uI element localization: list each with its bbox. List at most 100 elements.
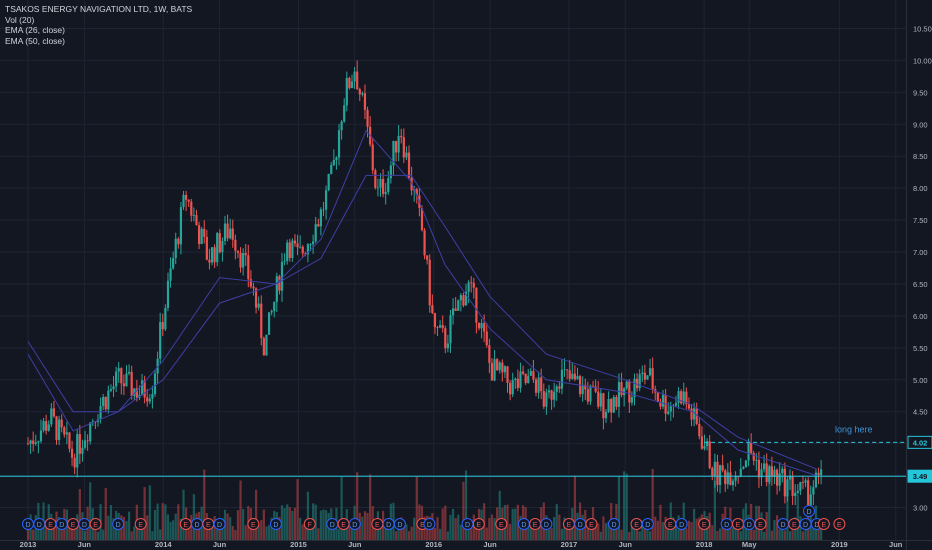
event-marker-label: D [465,522,470,529]
candle-body [400,135,403,138]
event-marker-label: D [803,522,808,529]
event-marker-label: E [533,522,538,529]
candle-body [537,377,540,393]
volume-bar [127,511,131,540]
candle-body [563,369,566,371]
earnings-marker[interactable] [89,518,102,530]
candle-body [690,408,693,420]
earnings-marker[interactable] [303,518,316,530]
candle-body [566,369,569,371]
candle-body [433,313,437,328]
volume-bar [817,527,820,540]
volume-bar [690,522,693,540]
candle-body [234,239,237,251]
candle-body [236,250,240,253]
candle-body [169,268,172,281]
candles [26,60,823,516]
dividend-marker[interactable] [348,518,361,530]
dividend-marker[interactable] [393,518,406,530]
candle-body [252,286,255,289]
event-marker-label: E [206,522,211,529]
volume-bar [612,525,615,540]
volume-bar [516,504,519,540]
dividend-marker[interactable] [112,518,125,530]
dividend-marker[interactable] [423,518,436,530]
candle-body [643,372,646,380]
event-marker-label: E [589,522,594,529]
candle-body [708,441,711,469]
candle-body [674,402,678,406]
volume-bar [172,520,175,540]
volume-bar [451,508,455,540]
candle-body [558,386,561,389]
event-marker-label: E [499,522,504,529]
candle-body [394,141,398,153]
earnings-marker[interactable] [817,518,830,530]
earnings-marker[interactable] [585,518,598,530]
earnings-marker[interactable] [134,518,147,530]
candle-body [677,391,680,403]
volume-bar [94,529,97,540]
candle-body [52,408,56,417]
candle-body [291,240,294,258]
candle-body [322,209,325,211]
dividend-marker[interactable] [540,518,553,530]
candle-body [470,282,473,284]
candle-body [83,440,87,448]
candle-body [814,472,818,488]
dividend-marker[interactable] [641,518,654,530]
dividend-marker[interactable] [675,518,688,530]
earnings-marker[interactable] [833,518,846,530]
volume-bar [444,505,447,540]
volume-bar [231,525,234,540]
candle-body [239,252,242,268]
earnings-marker[interactable] [247,518,260,530]
event-marker-label: D [806,509,811,516]
event-marker-label: E [183,522,188,529]
candle-body [775,469,779,486]
volume-bar [573,475,576,540]
candle-body [457,300,460,311]
dividend-marker[interactable] [269,518,282,530]
candle-body [381,178,385,194]
candle-body [397,135,400,153]
candle-body [205,236,208,260]
candle-body [711,468,714,477]
volume-bar [763,531,766,540]
candle-body [597,391,600,407]
volume-bar [698,517,701,540]
volume-bar [695,518,698,540]
volume-bar [293,507,297,540]
volume-bar [280,505,284,540]
volume-bar [532,528,535,540]
volume-bar [213,516,216,540]
volume-bar [534,530,538,540]
earnings-marker[interactable] [698,518,711,530]
event-marker-label: D [427,522,432,529]
candle-body [788,476,792,480]
candle-body [747,442,750,461]
earnings-marker[interactable] [754,518,767,530]
candle-body [293,240,297,244]
dividend-marker[interactable] [213,518,226,530]
dividend-marker[interactable] [608,518,620,530]
candle-body [464,291,468,306]
earnings-marker[interactable] [495,518,508,530]
volume-bar [407,531,411,540]
candle-body [607,398,610,412]
long-here-annotation[interactable]: long here [835,424,873,434]
candle-body [734,476,737,481]
earnings-marker[interactable] [472,518,485,530]
price-label-box [907,435,932,449]
dividend-marker-upcoming[interactable] [803,505,815,517]
volume-bar [304,523,307,540]
candle-body [288,242,291,258]
volume-bar [566,519,569,540]
volume-bar [288,507,291,540]
volume-bar [306,491,310,540]
candle-body [174,238,177,259]
candle-body [143,380,146,398]
candle-body [231,228,234,240]
